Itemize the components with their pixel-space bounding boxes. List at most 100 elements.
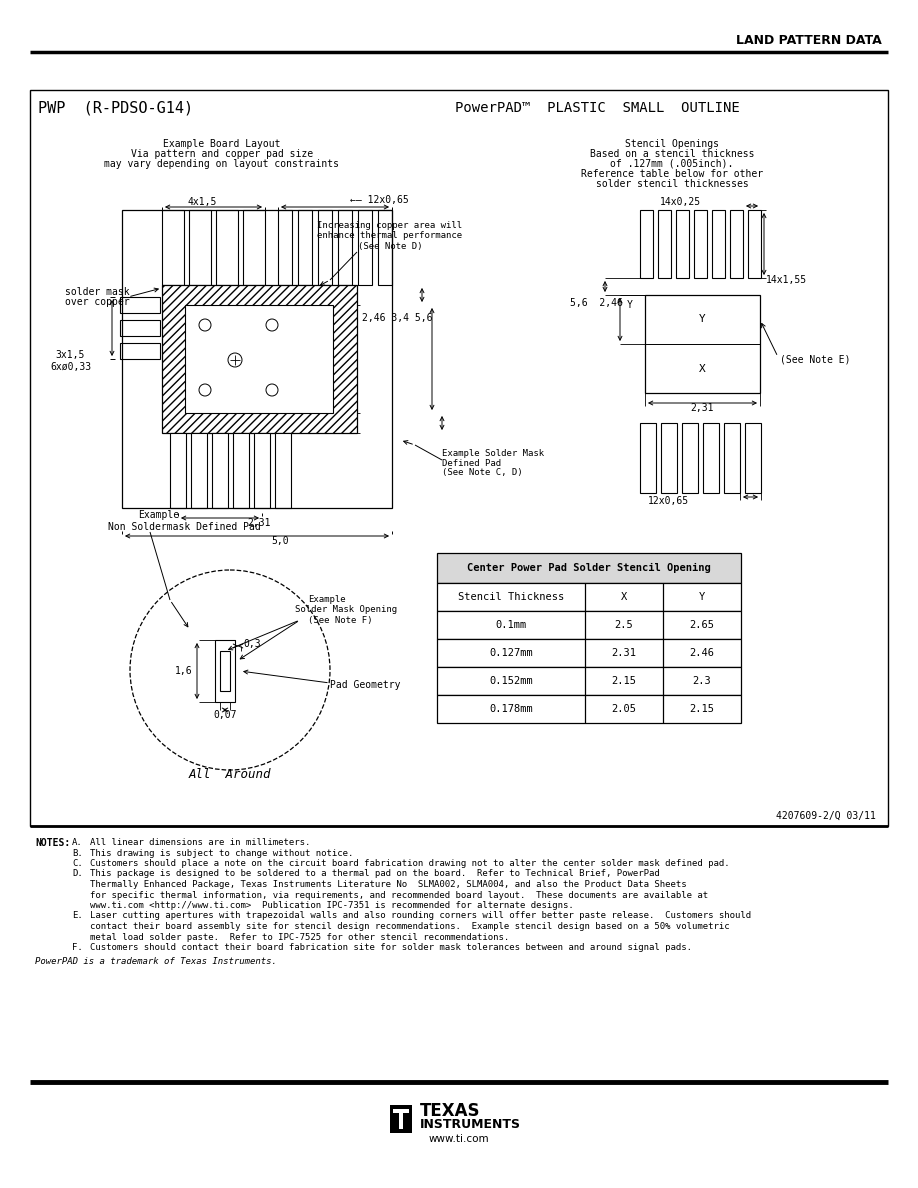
Bar <box>640 423 656 493</box>
Bar <box>437 695 741 723</box>
Bar <box>393 1110 409 1113</box>
Text: Thermally Enhanced Package, Texas Instruments Literature No  SLMA002, SLMA004, a: Thermally Enhanced Package, Texas Instru… <box>90 880 687 889</box>
Text: PWP  (R-PDSO-G14): PWP (R-PDSO-G14) <box>38 101 193 115</box>
Bar <box>338 210 352 285</box>
Text: 0.1mm: 0.1mm <box>496 620 527 630</box>
Text: 0,07: 0,07 <box>213 710 237 720</box>
Text: 2.15: 2.15 <box>611 676 636 685</box>
Text: Stencil Openings: Stencil Openings <box>625 139 719 148</box>
Bar <box>645 295 760 393</box>
Text: Example Board Layout: Example Board Layout <box>163 139 281 148</box>
Bar <box>278 210 292 285</box>
Bar <box>216 210 238 285</box>
Text: Customers should place a note on the circuit board fabrication drawing not to al: Customers should place a note on the cir… <box>90 859 730 868</box>
Bar <box>390 1105 412 1133</box>
Bar <box>30 90 888 826</box>
Text: for specific thermal information, via requirements, and recommended board layout: for specific thermal information, via re… <box>90 891 708 899</box>
Text: Solder Mask Opening: Solder Mask Opening <box>295 606 397 614</box>
Text: contact their board assembly site for stencil design recommendations.  Example s: contact their board assembly site for st… <box>90 922 730 931</box>
Text: 0.152mm: 0.152mm <box>489 676 532 685</box>
Text: Y: Y <box>699 592 705 602</box>
Text: E.: E. <box>72 911 83 921</box>
Bar <box>233 432 249 508</box>
Text: Increasing copper area will: Increasing copper area will <box>318 221 463 230</box>
Text: 14x0,25: 14x0,25 <box>660 197 701 207</box>
Text: 2.31: 2.31 <box>611 647 636 658</box>
Bar <box>748 210 761 278</box>
Text: 2.46: 2.46 <box>689 647 714 658</box>
Text: X: X <box>621 592 627 602</box>
Text: All  Around: All Around <box>189 769 271 782</box>
Text: All linear dimensions are in millimeters.: All linear dimensions are in millimeters… <box>90 838 310 847</box>
Text: enhance thermal performance: enhance thermal performance <box>318 232 463 240</box>
Text: A.: A. <box>72 838 83 847</box>
Text: Example Solder Mask: Example Solder Mask <box>442 449 544 457</box>
Bar <box>358 210 372 285</box>
Text: over copper: over copper <box>65 297 129 307</box>
Bar <box>185 305 333 413</box>
Text: (See Note D): (See Note D) <box>358 241 422 251</box>
Text: (See Note F): (See Note F) <box>308 615 373 625</box>
Text: Based on a stencil thickness: Based on a stencil thickness <box>589 148 755 159</box>
Bar <box>676 210 689 278</box>
Bar <box>694 210 707 278</box>
Text: 14x1,55: 14x1,55 <box>766 274 807 285</box>
Bar <box>243 210 265 285</box>
Bar <box>399 1113 403 1129</box>
Bar <box>162 210 184 285</box>
Bar <box>437 639 741 666</box>
Text: 0.178mm: 0.178mm <box>489 704 532 714</box>
Text: 2.3: 2.3 <box>692 676 711 685</box>
Bar <box>437 666 741 695</box>
Text: Via pattern and copper pad size: Via pattern and copper pad size <box>131 148 313 159</box>
Bar <box>189 210 211 285</box>
Text: 3x1,5: 3x1,5 <box>55 350 84 360</box>
Text: (See Note C, D): (See Note C, D) <box>442 468 522 478</box>
Bar <box>437 611 741 639</box>
Text: This package is designed to be soldered to a thermal pad on the board.  Refer to: This package is designed to be soldered … <box>90 870 660 878</box>
Text: PowerPAD is a trademark of Texas Instruments.: PowerPAD is a trademark of Texas Instrum… <box>35 958 277 967</box>
Bar <box>730 210 743 278</box>
Bar <box>682 423 698 493</box>
Text: 6xø0,33: 6xø0,33 <box>50 362 91 372</box>
Text: Customers should contact their board fabrication site for solder mask tolerances: Customers should contact their board fab… <box>90 943 692 952</box>
Text: 1,6: 1,6 <box>174 666 192 676</box>
Text: F.: F. <box>72 943 83 952</box>
Text: LAND PATTERN DATA: LAND PATTERN DATA <box>736 33 882 46</box>
Bar <box>122 210 392 508</box>
Text: metal load solder paste.  Refer to IPC-7525 for other stencil recommendations.: metal load solder paste. Refer to IPC-75… <box>90 933 509 942</box>
Text: D.: D. <box>72 870 83 878</box>
Text: PowerPAD™  PLASTIC  SMALL  OUTLINE: PowerPAD™ PLASTIC SMALL OUTLINE <box>455 101 740 115</box>
Text: 4x1,5: 4x1,5 <box>188 197 218 207</box>
Bar <box>298 210 312 285</box>
Text: 12x0,65: 12x0,65 <box>648 497 689 506</box>
Text: www.ti.com: www.ti.com <box>429 1135 489 1144</box>
Text: Laser cutting apertures with trapezoidal walls and also rounding corners will of: Laser cutting apertures with trapezoidal… <box>90 911 751 921</box>
Text: solder stencil thicknesses: solder stencil thicknesses <box>596 179 748 189</box>
Bar <box>724 423 740 493</box>
Text: 2.5: 2.5 <box>615 620 633 630</box>
Bar <box>162 285 357 432</box>
Text: NOTES:: NOTES: <box>35 838 71 848</box>
Text: Pad Geometry: Pad Geometry <box>330 680 400 690</box>
Text: Y: Y <box>700 315 706 324</box>
Text: 2.65: 2.65 <box>689 620 714 630</box>
Bar <box>220 651 230 691</box>
Text: 2,31: 2,31 <box>247 518 271 527</box>
Text: Center Power Pad Solder Stencil Opening: Center Power Pad Solder Stencil Opening <box>467 563 711 573</box>
Bar <box>215 640 235 702</box>
Text: Non Soldermask Defined Pad: Non Soldermask Defined Pad <box>108 522 261 532</box>
Text: 0.127mm: 0.127mm <box>489 647 532 658</box>
Bar <box>703 423 719 493</box>
Text: 4207609-2/Q 03/11: 4207609-2/Q 03/11 <box>776 811 876 821</box>
Bar <box>120 320 160 336</box>
Text: 2,46 3,4 5,6: 2,46 3,4 5,6 <box>362 312 432 323</box>
Bar <box>318 210 332 285</box>
Bar <box>712 210 725 278</box>
Text: X: X <box>700 364 706 373</box>
Text: This drawing is subject to change without notice.: This drawing is subject to change withou… <box>90 848 353 858</box>
Text: 5,0: 5,0 <box>271 536 289 546</box>
Bar <box>120 343 160 359</box>
Text: of .127mm (.005inch).: of .127mm (.005inch). <box>610 159 733 169</box>
Text: 2.05: 2.05 <box>611 704 636 714</box>
